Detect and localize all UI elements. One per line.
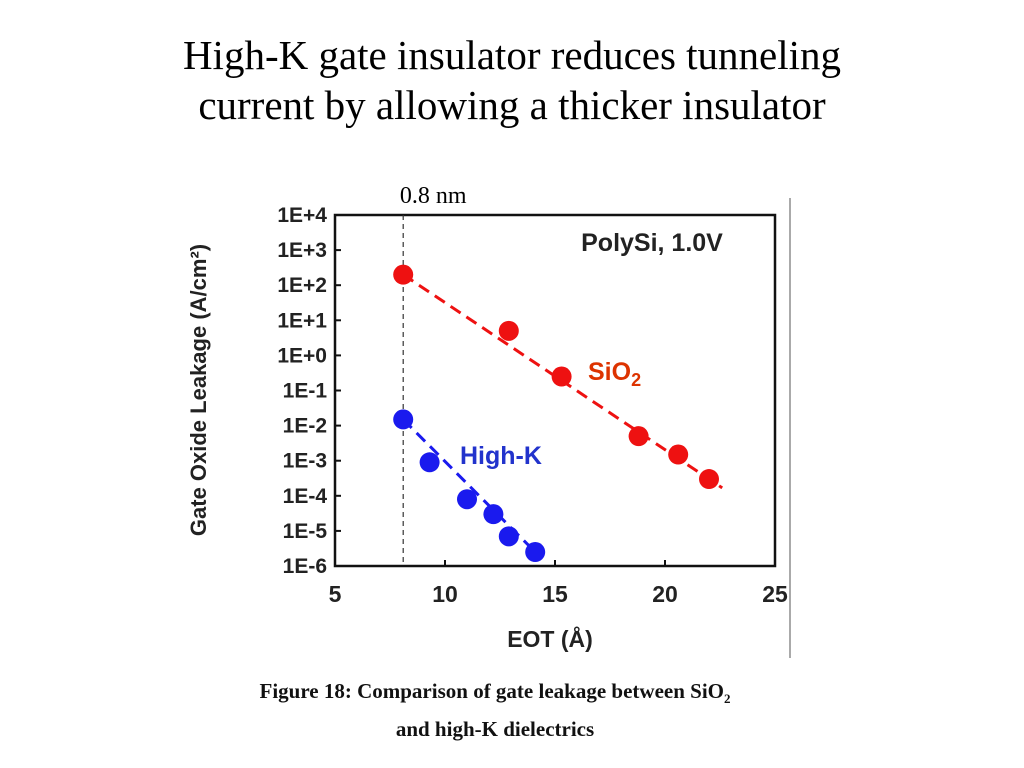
highk-data-point — [457, 489, 477, 510]
figure-caption-line-1: Figure 18: Comparison of gate leakage be… — [150, 676, 840, 714]
chart-title: PolySi, 1.0V — [581, 229, 723, 257]
highk-data-point — [419, 452, 440, 473]
sio2-data-point — [668, 444, 689, 465]
slide-title: High-K gate insulator reduces tunneling … — [0, 30, 1024, 130]
y-tick-label: 1E+0 — [277, 344, 327, 367]
x-tick-label: 20 — [652, 581, 678, 607]
sio2-series-label-subscript: 2 — [631, 370, 641, 390]
figure-caption-line-1-text: Figure 18: Comparison of gate leakage be… — [259, 679, 724, 703]
highk-data-point — [483, 504, 504, 525]
highk-data-point — [525, 542, 546, 563]
y-tick-label: 1E-1 — [283, 380, 328, 403]
sio2-data-point — [551, 366, 572, 387]
figure-caption-line-2: and high-K dielectrics — [395, 717, 595, 742]
y-tick-label: 1E-6 — [283, 555, 327, 578]
y-tick-label: 1E+4 — [277, 204, 327, 227]
sio2-data-point — [699, 469, 719, 490]
x-tick-label: 15 — [542, 581, 568, 607]
y-axis-label: Gate Oxide Leakage (A/cm²) — [186, 244, 211, 536]
figure-caption: Figure 18: Comparison of gate leakage be… — [150, 676, 840, 744]
y-tick-label: 1E-5 — [283, 520, 328, 543]
sio2-data-point — [498, 320, 519, 341]
x-tick-label: 10 — [432, 581, 458, 607]
highk-series-label: High-K — [460, 442, 542, 470]
sio2-series-label: SiO2 — [588, 358, 641, 390]
slide-title-line-2: current by allowing a thicker insulator — [198, 82, 826, 128]
slide-title-line-1: High-K gate insulator reduces tunneling — [182, 32, 842, 78]
thickness-marker-label: 0.8 nm — [400, 183, 467, 209]
y-tick-label: 1E-4 — [283, 485, 328, 508]
y-tick-label: 1E-2 — [283, 415, 327, 438]
x-tick-label: 5 — [329, 581, 342, 607]
y-tick-label: 1E+3 — [277, 239, 327, 262]
highk-data-point — [498, 526, 519, 547]
x-axis-label: EOT (Å) — [507, 625, 593, 652]
y-tick-label: 1E+1 — [277, 309, 327, 332]
highk-data-point — [393, 409, 414, 430]
x-tick-label: 25 — [762, 581, 788, 607]
figure-caption-subscript: 2 — [723, 691, 731, 707]
sio2-series-label-text: SiO — [588, 358, 631, 386]
y-tick-label: 1E-3 — [283, 450, 327, 473]
sio2-data-point — [393, 264, 414, 285]
sio2-data-point — [628, 426, 649, 447]
y-tick-label: 1E+2 — [277, 274, 327, 297]
